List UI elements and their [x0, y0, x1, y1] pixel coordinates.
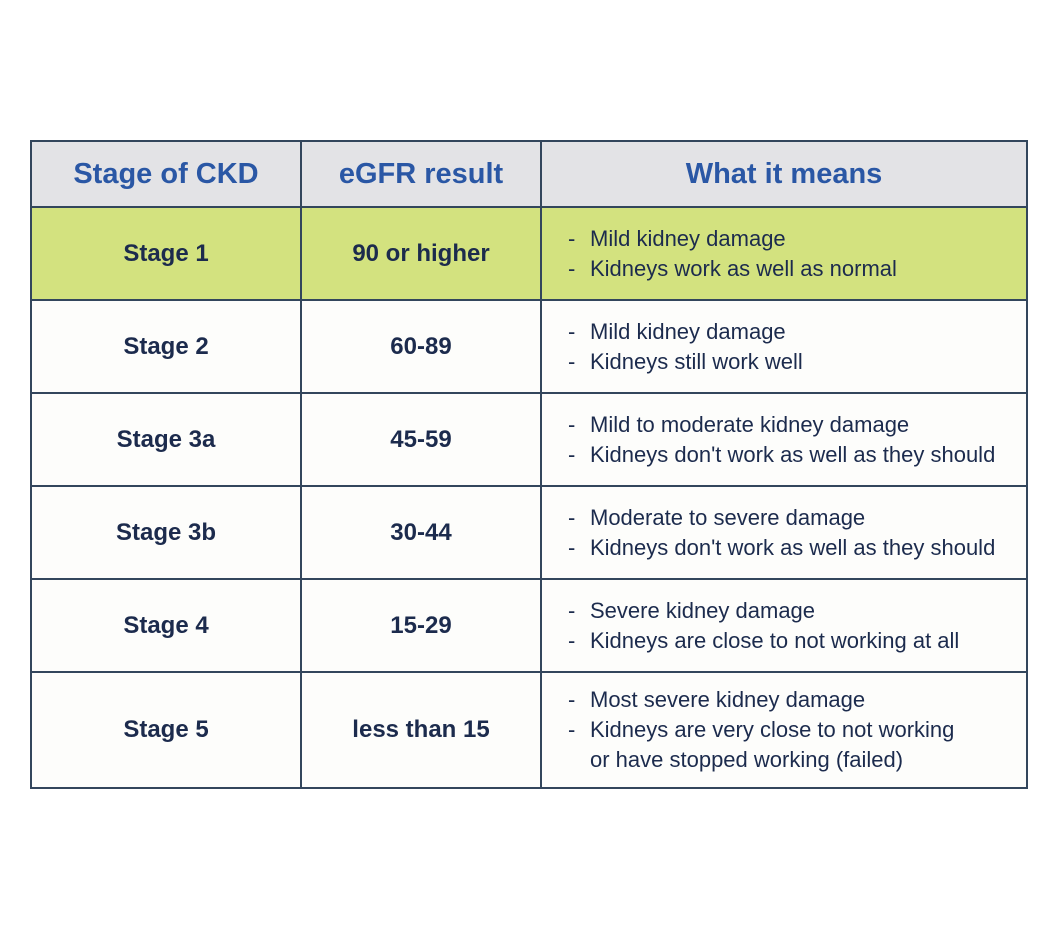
meaning-list: - Most severe kidney damage - Kidneys are v… — [566, 685, 1016, 775]
meaning-list: - Mild kidney damage - Kidneys work as well… — [566, 224, 1016, 284]
egfr-cell: 15-29 — [300, 578, 542, 673]
bullet-dash: - — [568, 627, 576, 653]
meaning-text: Most severe kidney damage — [590, 687, 866, 712]
meaning-text: Kidneys don't work as well as they shoul… — [590, 534, 996, 560]
ckd-stage-table-container: Stage of CKD eGFR result What it means S… — [30, 140, 1028, 789]
header-what-it-means: What it means — [540, 140, 1028, 208]
table-header-row: Stage of CKD eGFR result What it means — [30, 140, 1028, 208]
table-row: Stage 3a 45-59 - Mild to moderate kidney … — [30, 392, 1028, 487]
meaning-text: Kidneys still work well — [590, 348, 803, 374]
meaning-text: Mild kidney damage — [590, 225, 786, 251]
meaning-cell: - Mild kidney damage - Kidneys still work w… — [540, 299, 1028, 394]
bullet-dash: - — [568, 504, 576, 530]
stage-cell: Stage 1 — [30, 206, 302, 301]
bullet-dash: - — [568, 411, 576, 437]
meaning-cell: - Severe kidney damage - Kidneys are close … — [540, 578, 1028, 673]
meaning-item: - Most severe kidney damage — [566, 685, 1016, 715]
meaning-cell: - Mild kidney damage - Kidneys work as well… — [540, 206, 1028, 301]
meaning-text: Kidneys are very close to not working or… — [590, 717, 955, 772]
stage-cell: Stage 3b — [30, 485, 302, 580]
meaning-item: - Kidneys are very close to not working o… — [566, 715, 1016, 775]
stage-cell: Stage 3a — [30, 392, 302, 487]
ckd-stage-table: Stage of CKD eGFR result What it means S… — [30, 140, 1028, 789]
meaning-item: - Mild to moderate kidney damage — [566, 410, 1016, 440]
meaning-item: - Kidneys don't work as well as they shou… — [566, 440, 1016, 470]
egfr-cell: 30-44 — [300, 485, 542, 580]
table-body: Stage 1 90 or higher - Mild kidney damage… — [30, 206, 1028, 789]
meaning-list: - Moderate to severe damage - Kidneys don't… — [566, 503, 1016, 563]
bullet-dash: - — [568, 687, 576, 712]
table-row: Stage 1 90 or higher - Mild kidney damage… — [30, 206, 1028, 301]
meaning-text: Moderate to severe damage — [590, 504, 866, 530]
bullet-dash: - — [568, 441, 576, 467]
egfr-cell: 45-59 — [300, 392, 542, 487]
meaning-cell: - Most severe kidney damage - Kidneys are v… — [540, 671, 1028, 789]
stage-cell: Stage 2 — [30, 299, 302, 394]
meaning-item: - Mild kidney damage — [566, 224, 1016, 254]
bullet-dash: - — [568, 534, 576, 560]
table-row: Stage 2 60-89 - Mild kidney damage - Kidney… — [30, 299, 1028, 394]
header-stage-of-ckd: Stage of CKD — [30, 140, 302, 208]
stage-cell: Stage 5 — [30, 671, 302, 789]
meaning-list: - Mild to moderate kidney damage - Kidneys … — [566, 410, 1016, 470]
bullet-dash: - — [568, 348, 576, 374]
bullet-dash: - — [568, 255, 576, 281]
table-row: Stage 5 less than 15 - Most severe kidney… — [30, 671, 1028, 789]
meaning-text: Kidneys don't work as well as they shoul… — [590, 441, 996, 467]
meaning-item: - Kidneys don't work as well as they shou… — [566, 533, 1016, 563]
meaning-list: - Severe kidney damage - Kidneys are close … — [566, 596, 1016, 656]
meaning-item: - Moderate to severe damage — [566, 503, 1016, 533]
meaning-text: Kidneys are close to not working at all — [590, 627, 960, 653]
meaning-item: - Mild kidney damage — [566, 317, 1016, 347]
table-row: Stage 4 15-29 - Severe kidney damage - Kidn… — [30, 578, 1028, 673]
meaning-cell: - Moderate to severe damage - Kidneys don't… — [540, 485, 1028, 580]
meaning-text: Mild kidney damage — [590, 318, 786, 344]
bullet-dash: - — [568, 225, 576, 251]
egfr-cell: 60-89 — [300, 299, 542, 394]
meaning-cell: - Mild to moderate kidney damage - Kidneys … — [540, 392, 1028, 487]
meaning-item: - Kidneys work as well as normal — [566, 254, 1016, 284]
bullet-dash: - — [568, 717, 576, 742]
meaning-text: Severe kidney damage — [590, 597, 816, 623]
egfr-cell: 90 or higher — [300, 206, 542, 301]
meaning-item: - Severe kidney damage — [566, 596, 1016, 626]
meaning-item: - Kidneys still work well — [566, 347, 1016, 377]
meaning-text: Mild to moderate kidney damage — [590, 411, 910, 437]
bullet-dash: - — [568, 318, 576, 344]
stage-cell: Stage 4 — [30, 578, 302, 673]
bullet-dash: - — [568, 597, 576, 623]
egfr-cell: less than 15 — [300, 671, 542, 789]
header-egfr-result: eGFR result — [300, 140, 542, 208]
table-row: Stage 3b 30-44 - Moderate to severe damag… — [30, 485, 1028, 580]
meaning-list: - Mild kidney damage - Kidneys still work w… — [566, 317, 1016, 377]
meaning-text: Kidneys work as well as normal — [590, 255, 897, 281]
meaning-item: - Kidneys are close to not working at all — [566, 626, 1016, 656]
